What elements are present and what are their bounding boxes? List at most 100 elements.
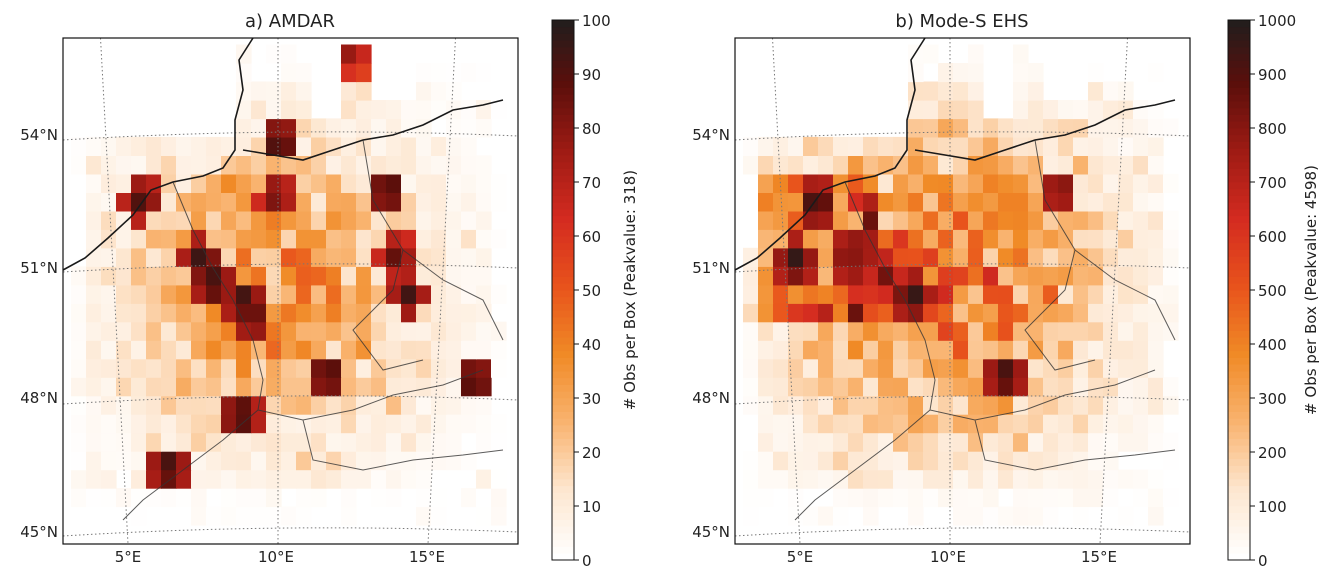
heatmap-cell — [818, 451, 834, 471]
heatmap-cell — [71, 155, 87, 175]
heatmap-cell — [803, 414, 819, 434]
heatmap-cell — [296, 377, 312, 397]
colorbar-segment — [1228, 80, 1250, 88]
heatmap-cell — [953, 173, 969, 193]
mode-s-axis-ticks: 54°N 51°N 48°N 45°N 5°E 10°E 15°E — [692, 126, 1117, 566]
heatmap-cell — [146, 173, 162, 193]
heatmap-cell — [908, 192, 924, 212]
heatmap-cell — [1103, 451, 1119, 471]
heatmap-cell — [191, 210, 207, 230]
amdar-title: a) AMDAR — [245, 11, 335, 32]
heatmap-cell — [788, 321, 804, 341]
heatmap-cell — [1088, 451, 1104, 471]
heatmap-cell — [878, 192, 894, 212]
heatmap-cell — [146, 284, 162, 304]
heatmap-cell — [146, 488, 162, 508]
heatmap-cell — [401, 210, 417, 230]
heatmap-cell — [356, 118, 372, 138]
heatmap-cell — [446, 451, 462, 471]
heatmap-cell — [266, 266, 282, 286]
heatmap-cell — [116, 192, 132, 212]
heatmap-cell — [1148, 377, 1164, 397]
heatmap-cell — [176, 155, 192, 175]
colorbar-segment — [552, 283, 574, 291]
heatmap-cell — [221, 395, 237, 415]
colorbar-segment — [1228, 87, 1250, 95]
heatmap-cell — [281, 118, 297, 138]
mode-s-map-overlay — [734, 37, 1191, 545]
heatmap-cell — [1043, 414, 1059, 434]
heatmap-cell — [491, 488, 507, 508]
heatmap-cell — [371, 284, 387, 304]
heatmap-cell — [416, 192, 432, 212]
heatmap-cell — [1133, 469, 1149, 489]
heatmap-cell — [1058, 266, 1074, 286]
colorbar-segment — [552, 431, 574, 439]
heatmap-cell — [863, 173, 879, 193]
colorbar-segment — [552, 128, 574, 136]
heatmap-cell — [341, 192, 357, 212]
heatmap-cell — [908, 358, 924, 378]
heatmap-cell — [1163, 451, 1179, 471]
colorbar-segment — [1228, 512, 1250, 520]
colorbar-segment — [552, 310, 574, 318]
mode-s-ytick-48n: 48°N — [692, 389, 730, 407]
colorbar-segment — [1228, 330, 1250, 338]
colorbar-segment — [552, 384, 574, 392]
colorbar-segment — [1228, 458, 1250, 466]
heatmap-cell — [461, 136, 477, 156]
heatmap-cell — [1073, 395, 1089, 415]
heatmap-cell — [1118, 173, 1134, 193]
heatmap-cell — [968, 321, 984, 341]
heatmap-cell — [101, 377, 117, 397]
heatmap-cell — [251, 229, 267, 249]
heatmap-cell — [281, 136, 297, 156]
colorbar-segment — [552, 371, 574, 379]
heatmap-cell — [161, 247, 177, 267]
heatmap-cell — [311, 469, 327, 489]
heatmap-cell — [251, 340, 267, 360]
heatmap-cell — [803, 358, 819, 378]
heatmap-cell — [1118, 155, 1134, 175]
heatmap-cell — [1013, 229, 1029, 249]
colorbar-segment — [1228, 411, 1250, 419]
heatmap-cell — [431, 321, 447, 341]
heatmap-cell — [893, 192, 909, 212]
heatmap-cell — [416, 469, 432, 489]
colorbar-segment — [552, 80, 574, 88]
heatmap-cell — [1013, 414, 1029, 434]
heatmap-cell — [236, 432, 252, 452]
colorbar-segment — [1228, 425, 1250, 433]
heatmap-cell — [908, 340, 924, 360]
colorbar-segment — [1228, 296, 1250, 304]
heatmap-cell — [236, 284, 252, 304]
heatmap-cell — [953, 229, 969, 249]
heatmap-cell — [773, 358, 789, 378]
heatmap-cell — [983, 414, 999, 434]
heatmap-cell — [863, 210, 879, 230]
heatmap-cell — [908, 155, 924, 175]
heatmap-cell — [446, 229, 462, 249]
heatmap-cell — [953, 506, 969, 526]
heatmap-cell — [818, 229, 834, 249]
colorbar-segment — [1228, 195, 1250, 203]
heatmap-cell — [446, 266, 462, 286]
heatmap-cell — [131, 414, 147, 434]
heatmap-cell — [1073, 118, 1089, 138]
heatmap-cell — [1028, 469, 1044, 489]
heatmap-cell — [476, 488, 492, 508]
heatmap-cell — [356, 414, 372, 434]
heatmap-cell — [371, 432, 387, 452]
heatmap-cell — [446, 136, 462, 156]
heatmap-cell — [446, 284, 462, 304]
colorbar-tick-label: 100 — [582, 12, 611, 30]
heatmap-cell — [1058, 340, 1074, 360]
heatmap-cell — [1118, 340, 1134, 360]
heatmap-cell — [863, 229, 879, 249]
heatmap-cell — [161, 432, 177, 452]
heatmap-cell — [743, 136, 759, 156]
heatmap-cell — [86, 488, 102, 508]
heatmap-cell — [326, 303, 342, 323]
heatmap-cell — [476, 63, 492, 83]
heatmap-cell — [938, 303, 954, 323]
